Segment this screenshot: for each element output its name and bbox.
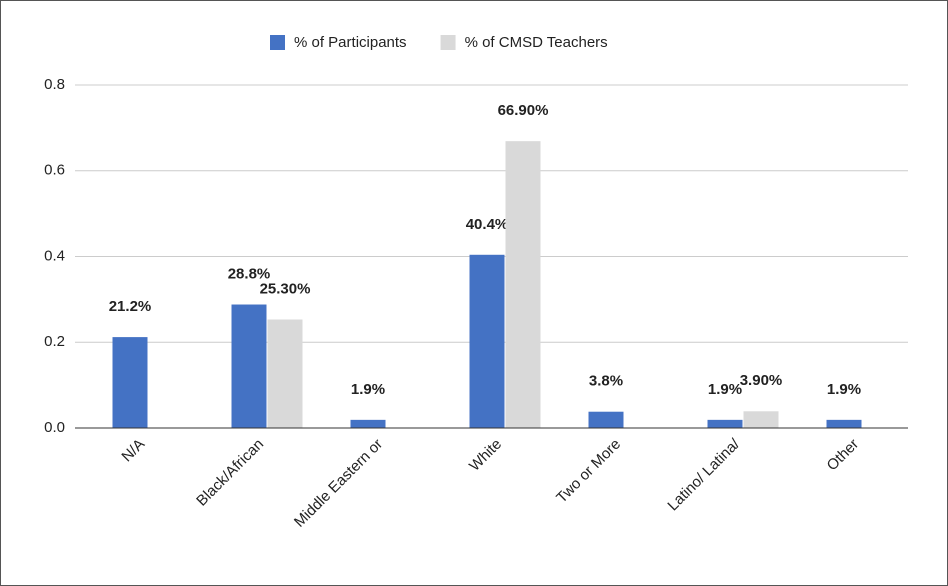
value-label: 28.8% [228,265,271,282]
bar [231,304,267,428]
y-tick-label: 0.4 [44,247,65,264]
legend-swatch [270,35,285,50]
bar [505,141,541,428]
legend-label: % of CMSD Teachers [465,34,608,51]
value-label: 1.9% [351,381,385,398]
legend-label: % of Participants [294,34,407,51]
bar [112,337,148,428]
value-label: 21.2% [109,298,152,315]
bar [588,411,624,428]
bar [707,419,743,428]
value-label: 1.9% [827,381,861,398]
bar [267,319,303,428]
bar [743,411,779,428]
y-tick-label: 0.2 [44,333,65,350]
bar [826,419,862,428]
legend-swatch [440,35,456,50]
value-label: 25.30% [260,280,311,297]
value-label: 66.90% [498,102,549,119]
bar [469,254,505,428]
bar [350,419,386,428]
value-label: 40.4% [466,216,509,233]
y-tick-label: 0.6 [44,162,65,179]
value-label: 3.90% [740,372,783,389]
y-tick-label: 0.8 [44,76,65,93]
value-label: 1.9% [708,381,742,398]
value-label: 3.8% [589,373,623,390]
y-tick-label: 0.0 [44,419,65,436]
